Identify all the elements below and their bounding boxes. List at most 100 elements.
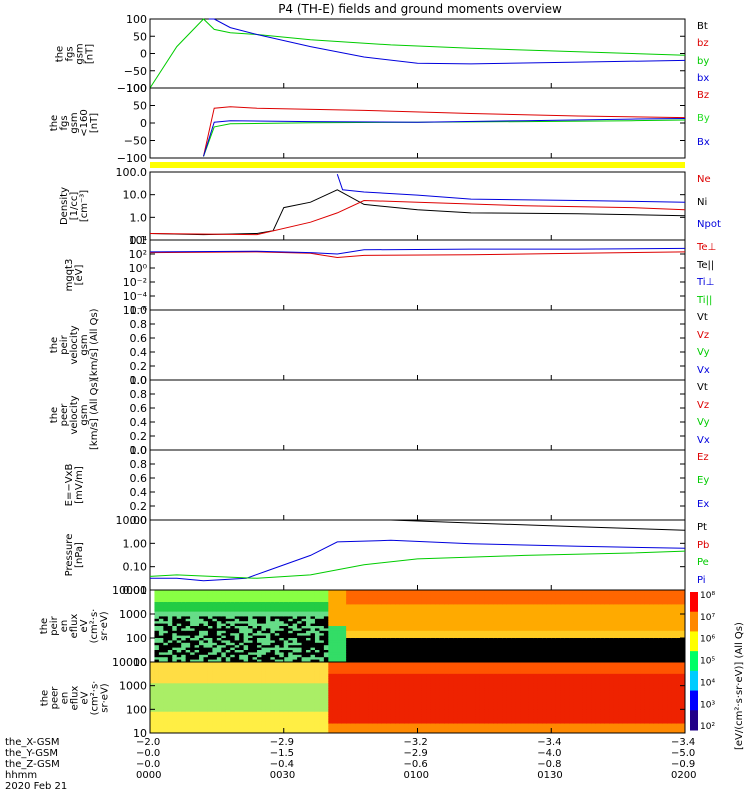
spectrogram-cell [150, 714, 155, 717]
spectrogram-cell [323, 590, 329, 593]
spectrogram-cell [430, 606, 436, 610]
spectrogram-cell [172, 642, 178, 646]
spectrogram-cell [667, 611, 673, 615]
spectrogram-cell [319, 725, 325, 729]
spectrogram-cell [448, 628, 454, 632]
spectrogram-cell [221, 657, 227, 661]
spectrogram-cell [203, 669, 209, 672]
spectrogram-cell [234, 699, 240, 703]
spectrogram-cell [190, 638, 196, 641]
spectrogram-cell [261, 714, 267, 717]
spectrogram-cell [292, 728, 298, 732]
spectrogram-cell [421, 657, 427, 661]
spectrogram-cell [274, 633, 280, 637]
spectrogram-cell [332, 630, 338, 634]
spectrogram-cell [252, 688, 258, 691]
spectrogram-cell [471, 650, 476, 653]
spectrogram-cell [484, 604, 490, 608]
spectrogram-cell [234, 616, 240, 620]
spectrogram-cell [239, 650, 245, 653]
spectrogram-cell [386, 604, 392, 608]
spectrogram-cell [243, 638, 249, 641]
spectrogram-cell [426, 638, 432, 641]
spectrogram-cell [221, 695, 227, 698]
spectrogram-cell [435, 654, 441, 658]
spectrogram-cell [252, 683, 258, 687]
spectrogram-cell [158, 716, 164, 720]
spectrogram-cell [399, 618, 405, 622]
spectrogram-cell [635, 650, 641, 653]
spectrogram-cell [288, 614, 294, 617]
spectrogram-cell [555, 594, 561, 598]
spectrogram-cell [560, 640, 566, 644]
spectrogram-cell [386, 630, 392, 634]
spectrogram-cell [555, 618, 561, 622]
spectrogram-cell [176, 630, 182, 634]
spectrogram-cell [163, 614, 169, 617]
spectrogram-cell [185, 718, 191, 722]
spectrogram-cell [372, 650, 378, 653]
spectrogram-cell [627, 623, 632, 627]
spectrogram-cell [248, 718, 254, 722]
spectrogram-cell [261, 597, 267, 601]
spectrogram-cell [243, 723, 249, 727]
spectrogram-cell [386, 623, 392, 627]
spectrogram-cell [212, 706, 218, 710]
spectrogram-cell [181, 635, 187, 639]
spectrogram-cell [158, 678, 164, 682]
spectrogram-cell [234, 721, 240, 725]
spectrogram-cell [457, 606, 463, 610]
spectrogram-cell [453, 611, 459, 615]
spectrogram-cell [586, 621, 592, 625]
spectrogram-cell [448, 597, 454, 601]
spectrogram-cell [239, 664, 245, 668]
spectrogram-cell [488, 609, 494, 613]
spectrogram-cell [230, 683, 236, 687]
spectrogram-cell [203, 642, 209, 646]
spectrogram-cell [199, 592, 204, 596]
spectrogram-cell [528, 635, 534, 639]
spectrogram-cell [207, 618, 213, 622]
spectrogram-cell [444, 623, 450, 627]
spectrogram-cell [167, 609, 173, 613]
spectrogram-cell [426, 650, 432, 653]
spectrogram-cell [618, 602, 624, 605]
spectrogram-cell [306, 630, 311, 634]
spectrogram-cell [252, 594, 258, 598]
spectrogram-cell [150, 728, 155, 732]
spectrogram-cell [600, 611, 606, 615]
spectrogram-cell [257, 630, 262, 634]
spectrogram-cell [515, 630, 521, 634]
spectrogram-cell [582, 654, 588, 658]
spectrogram-cell [158, 709, 164, 713]
spectrogram-cell [243, 590, 249, 593]
spectrogram-cell [181, 671, 187, 675]
spectrogram-cell [640, 594, 646, 598]
spectrogram-cell [493, 630, 499, 634]
spectrogram-cell [265, 725, 271, 729]
spectrogram-cell [533, 659, 539, 663]
spectrogram-cell [172, 669, 178, 672]
spectrogram-cell [292, 725, 298, 729]
spectrogram-cell [506, 611, 512, 615]
spectrogram-cell [658, 606, 664, 610]
spectrogram-cell [582, 633, 588, 637]
spectrogram-cell [680, 642, 686, 646]
spectrogram-cell [306, 592, 311, 596]
spectrogram-cell [172, 702, 178, 706]
spectrogram-cell [150, 662, 155, 665]
spectrogram-cell [364, 626, 369, 629]
spectrogram-cell [319, 638, 325, 641]
spectrogram-cell [274, 666, 280, 670]
spectrogram-cell [216, 697, 222, 701]
spectrogram-cell [413, 638, 418, 641]
spectrogram-cell [430, 650, 436, 653]
spectrogram-cell [417, 652, 423, 656]
spectrogram-cell [248, 623, 254, 627]
spectrogram-cell [212, 616, 218, 620]
spectrogram-cell [212, 673, 218, 677]
spectrogram-cell [372, 645, 378, 649]
spectrogram-cell [199, 728, 204, 732]
spectrogram-cell [181, 692, 187, 696]
spectrogram-cell [150, 618, 155, 622]
